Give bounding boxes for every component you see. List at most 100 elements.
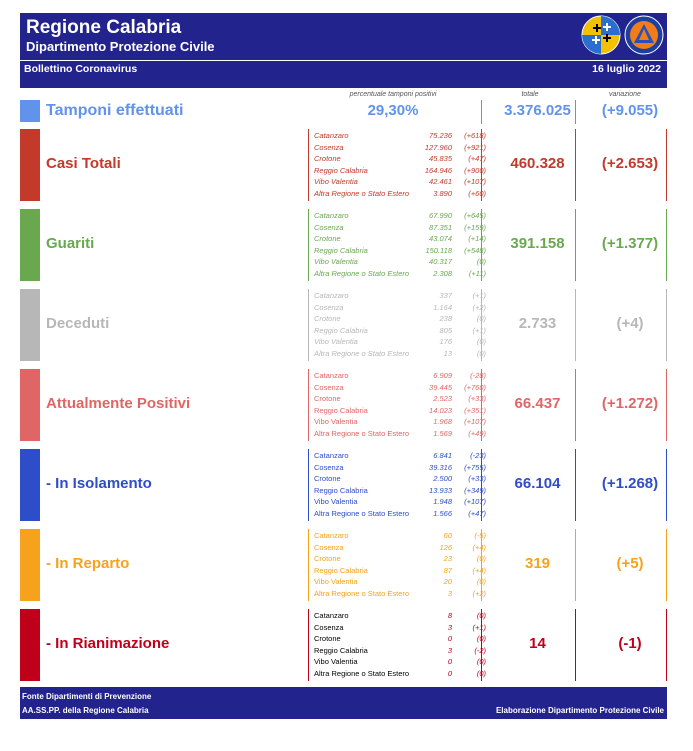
province-row: Catanzaro 337 (+1)	[314, 291, 494, 303]
province-delta: (+618)	[464, 131, 486, 140]
province-name: Reggio Calabria	[314, 405, 368, 415]
variation-left-rule	[575, 129, 576, 201]
province-value: 1.968	[433, 417, 452, 427]
province-value: 126	[439, 542, 452, 552]
section-accent-bar	[20, 529, 40, 601]
section-total: 391.158	[510, 235, 565, 252]
tamponi-sep-1	[481, 100, 482, 124]
total-left-rule	[481, 609, 482, 681]
province-row: Reggio Calabria 805 (+1)	[314, 326, 494, 338]
province-value: 42.461	[429, 177, 452, 187]
province-list: Catanzaro60(-5)Cosenza126(+4)Crotone23(0…	[308, 531, 486, 601]
total-left-rule	[481, 529, 482, 601]
province-value: 20	[443, 577, 452, 587]
tamponi-label: Tamponi effettuati	[46, 102, 184, 119]
province-list: Catanzaro 6.909 (-28) Cosenza 39.445 (+760) Cr…	[308, 371, 486, 441]
province-name: Reggio Calabria	[314, 565, 368, 575]
header-divider	[20, 60, 667, 61]
province-value: 127.960	[424, 142, 452, 152]
province-name: Cosenza	[314, 142, 344, 152]
province-value: 3	[447, 645, 452, 655]
province-value: 238	[439, 314, 452, 324]
province-value: 87.351	[429, 222, 452, 232]
province-delta: (+645)	[464, 211, 486, 220]
province-delta: (+47)	[468, 154, 486, 164]
province-delta: (+107)	[464, 177, 486, 187]
province-row: Reggio Calabria 14.023 (+351)	[314, 406, 494, 418]
tamponi-pct-value: 29,30%	[367, 102, 419, 119]
province-value: 6.909	[433, 371, 452, 380]
section-variation: (+1.268)	[601, 475, 659, 492]
variation-left-rule	[575, 529, 576, 601]
section-variation: (+5)	[616, 555, 644, 572]
section-total: 14	[529, 635, 546, 652]
right-rule	[666, 209, 667, 281]
section-variation: (+4)	[616, 315, 644, 332]
section-label: - In Rianimazione	[46, 635, 170, 652]
tamponi-accent-bar	[20, 100, 40, 122]
right-rule	[666, 529, 667, 601]
province-row: Altra Regione o Stato Estero 3 (+2)	[314, 589, 494, 601]
province-list: Catanzaro 75.236 (+618) Cosenza 127.960 (+921…	[308, 131, 486, 201]
province-delta: (+4)	[472, 565, 486, 575]
province-name: Catanzaro	[314, 451, 349, 460]
province-name: Cosenza	[314, 382, 344, 392]
province-row: Altra Regione o Stato Estero 2.308 (+11)	[314, 269, 494, 281]
province-name: Altra Regione o Stato Estero	[314, 589, 410, 598]
province-left-rule	[308, 289, 309, 361]
variation-left-rule	[575, 369, 576, 441]
province-name: Altra Regione o Stato Estero	[314, 269, 410, 278]
province-left-rule	[308, 529, 309, 601]
section-label: Guariti	[46, 235, 95, 252]
tamponi-section: Tamponi effettuati 29,30% 3.376.025 (+9.…	[20, 100, 667, 124]
province-delta: (+351)	[464, 405, 486, 415]
total-header: totale	[521, 91, 539, 98]
pct-positive-header: percentuale tamponi positivi	[349, 91, 437, 98]
region-crest-logo	[581, 15, 621, 55]
province-delta: (+2)	[472, 302, 486, 312]
province-row: Cosenza 39.316 (+755)	[314, 463, 494, 475]
province-row: Crotone 43.074 (+14)	[314, 234, 494, 246]
province-delta: (+11)	[468, 269, 486, 278]
province-name: Crotone	[314, 474, 341, 484]
province-delta: (+14)	[468, 234, 486, 244]
province-delta: (+755)	[464, 462, 486, 472]
province-delta: (+760)	[464, 382, 486, 392]
right-rule	[666, 449, 667, 521]
province-row: Altra Regione o Stato Estero 3.890 (+60)	[314, 189, 494, 201]
section-accent-bar	[20, 449, 40, 521]
province-value: 3	[447, 622, 452, 632]
province-name: Catanzaro	[314, 291, 349, 300]
province-row: Cosenza 87.351 (+159)	[314, 223, 494, 235]
province-list: Catanzaro 67.990 (+645) Cosenza 87.351 (+159)…	[308, 211, 486, 281]
province-row: Crotone 45.835 (+47)	[314, 154, 494, 166]
province-left-rule	[308, 449, 309, 521]
section-accent-bar	[20, 289, 40, 361]
province-name: Catanzaro	[314, 611, 349, 620]
province-row: Reggio Calabria 150.118 (+548)	[314, 246, 494, 258]
section-6: - In Rianimazione Catanzaro8(0)Cosenza3(+…	[20, 609, 667, 681]
province-row: Catanzaro 75.236 (+618)	[314, 131, 494, 143]
province-name: Crotone	[314, 154, 341, 164]
province-list: Catanzaro8(0)Cosenza3(+1)Crotone0(0)Regg…	[308, 611, 486, 681]
province-value: 40.317	[429, 257, 452, 267]
province-delta: (+349)	[464, 485, 486, 495]
province-delta: (+47)	[468, 509, 486, 518]
header-banner: Regione Calabria Dipartimento Protezione…	[20, 13, 667, 88]
province-row: Reggio Calabria 3 (-2)	[314, 646, 494, 658]
province-value: 164.946	[424, 165, 452, 175]
province-left-rule	[308, 609, 309, 681]
province-value: 13.933	[429, 485, 452, 495]
province-left-rule	[308, 369, 309, 441]
province-delta: (+2)	[472, 589, 486, 598]
province-row: Cosenza 127.960 (+921)	[314, 143, 494, 155]
province-value: 3.890	[433, 189, 452, 198]
province-value: 1.164	[433, 302, 452, 312]
section-accent-bar	[20, 609, 40, 681]
footer-credit: Elaborazione Dipartimento Protezione Civ…	[495, 706, 664, 715]
province-row: Vibo Valentia 42.461 (+107)	[314, 177, 494, 189]
